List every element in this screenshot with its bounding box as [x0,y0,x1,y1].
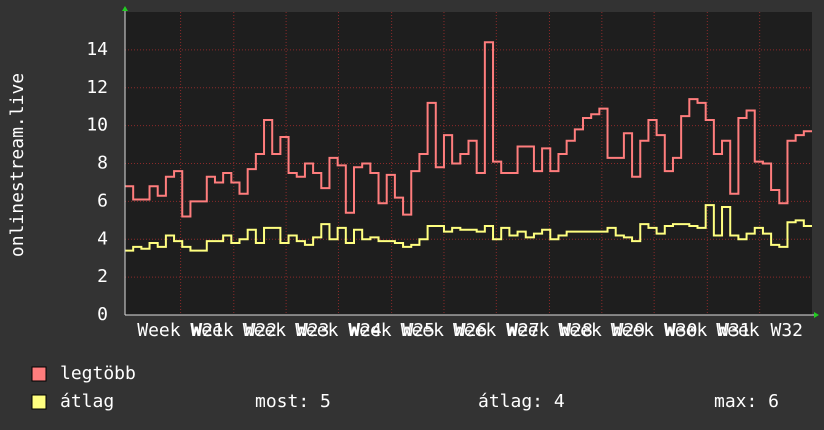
x-tick-label: Week W21 [137,320,224,341]
y-tick-label: 10 [86,115,108,136]
plot-area [125,12,812,315]
x-tick-label: Week W23 [243,320,330,341]
legend-label: átlag [60,391,114,412]
x-tick-label: Week W26 [401,320,488,341]
x-tick-label: Week W27 [453,320,540,341]
x-tick-label: Week W30 [611,320,698,341]
series-line [125,204,812,252]
axis-arrow [122,6,128,11]
x-tick-label: Week W22 [190,320,277,341]
x-tick-label: Week W25 [348,320,435,341]
y-tick-label: 0 [97,304,108,325]
legend-swatch [31,394,47,410]
legend-label: legtöbb [60,363,136,384]
y-tick-label: 12 [86,77,108,98]
stat: most: 5 [255,391,331,412]
legend-swatch [31,366,47,382]
x-tick-label: Week W24 [295,320,382,341]
y-tick-label: 4 [97,228,108,249]
x-tick-label: Week W32 [716,320,803,341]
x-tick-label: Week W29 [558,320,645,341]
series-line [125,41,812,218]
y-tick-label: 2 [97,266,108,287]
y-tick-label: 6 [97,190,108,211]
axis-arrow [814,312,819,318]
y-tick-label: 14 [86,39,108,60]
y-tick-label: 8 [97,153,108,174]
stat: max: 6 [714,391,779,412]
x-tick-label: Week W31 [664,320,751,341]
stat: átlag: 4 [478,391,565,412]
y-axis-label: onlinestream.live [7,73,28,257]
x-tick-label: Week W28 [506,320,593,341]
